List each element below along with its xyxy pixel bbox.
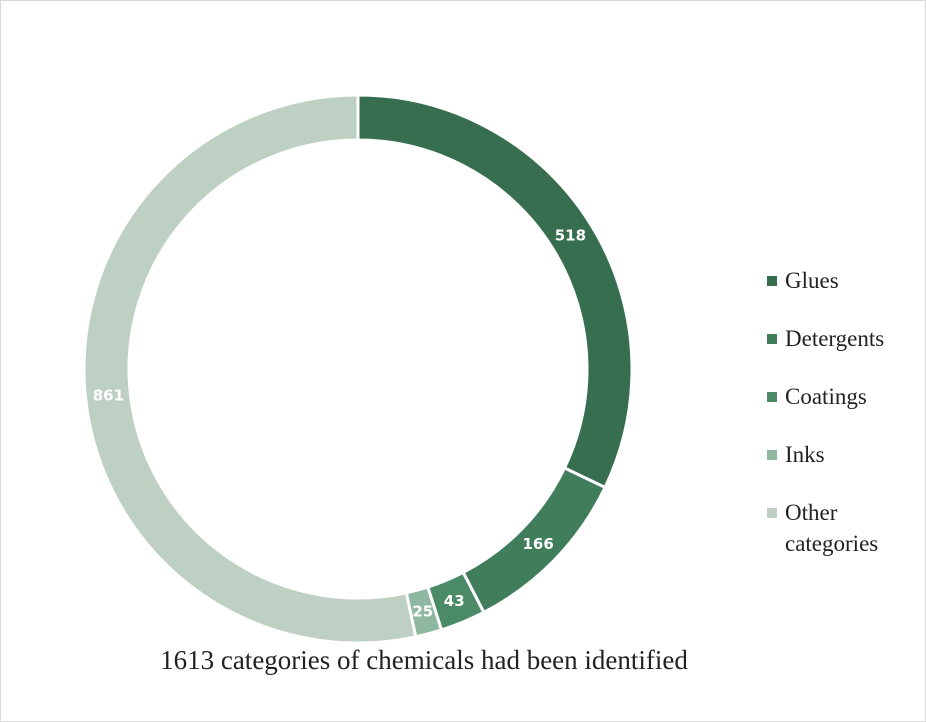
legend-swatch xyxy=(767,392,777,402)
slice-glues xyxy=(356,93,634,490)
donut-slice-labels: 518 166 43 25 861 xyxy=(93,226,586,620)
legend-item-coatings: Coatings xyxy=(767,381,917,412)
slice-other-categories xyxy=(82,93,418,645)
data-label-glues: 518 xyxy=(555,226,586,244)
legend-label: Detergents xyxy=(785,326,885,351)
data-label-inks: 25 xyxy=(412,603,433,621)
legend-label: Coatings xyxy=(785,384,867,409)
chart-caption: 1613 categories of chemicals had been id… xyxy=(160,645,688,675)
data-label-detergents: 166 xyxy=(522,535,553,553)
data-label-other-categories: 861 xyxy=(93,387,124,405)
legend-swatch xyxy=(767,450,777,460)
legend-swatch xyxy=(767,334,777,344)
legend-swatch xyxy=(767,508,777,518)
legend-item-other-categories: Other categories xyxy=(767,497,917,559)
donut-slices xyxy=(82,93,634,645)
legend-label: Glues xyxy=(785,268,839,293)
data-label-coatings: 43 xyxy=(444,592,465,610)
legend-item-inks: Inks xyxy=(767,439,917,470)
legend-swatch xyxy=(767,276,777,286)
legend-label: Inks xyxy=(785,442,825,467)
chart-legend: Glues Detergents Coatings Inks Other cat… xyxy=(767,265,917,559)
legend-item-detergents: Detergents xyxy=(767,323,917,354)
legend-item-glues: Glues xyxy=(767,265,917,296)
legend-label: Other categories xyxy=(785,500,879,556)
